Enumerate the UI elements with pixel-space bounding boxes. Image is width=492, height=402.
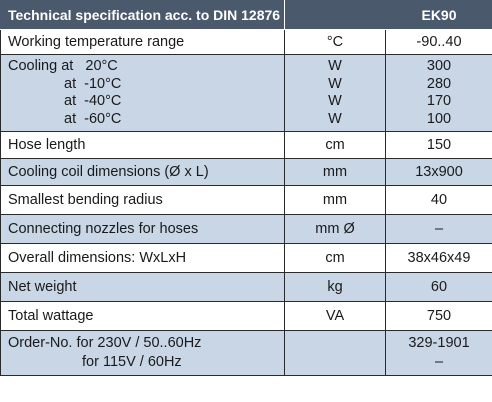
table-title: Technical specification acc. to DIN 1287…	[0, 0, 285, 30]
table-row: Hose length cm 150	[0, 131, 492, 159]
cooling-label-3: at -40°C	[64, 93, 122, 109]
cooling-value-1: 300	[426, 58, 452, 74]
coil-dims-value: 13x900	[385, 158, 492, 186]
cooling-label-2: at -10°C	[64, 75, 122, 92]
nozzles-label: Connecting nozzles for hoses	[0, 214, 285, 244]
order-label-1: Order-No. for 230V / 50..60Hz	[8, 335, 202, 351]
table-row: Total wattage VA 750	[0, 301, 492, 331]
table-row: Cooling coil dimensions (Ø x L) mm 13x90…	[0, 158, 492, 186]
nozzles-value: –	[385, 214, 492, 244]
table-row: Connecting nozzles for hoses mm Ø –	[0, 214, 492, 244]
bending-radius-label: Smallest bending radius	[0, 185, 285, 215]
cooling-unit-3: W	[328, 93, 342, 109]
order-values: 329-1901 –	[385, 330, 492, 376]
hose-length-value: 150	[385, 131, 492, 159]
cooling-value-2: 280	[426, 75, 452, 92]
table-header-row: Technical specification acc. to DIN 1287…	[0, 0, 492, 30]
unit-header	[284, 0, 386, 30]
model-header: EK90	[385, 0, 492, 30]
order-label-2: for 115V / 60Hz	[82, 354, 182, 370]
table-row: Net weight kg 60	[0, 272, 492, 302]
cooling-units: W W W W	[284, 54, 386, 132]
order-labels: Order-No. for 230V / 50..60Hz for 115V /…	[0, 330, 285, 376]
wattage-label: Total wattage	[0, 301, 285, 331]
hose-length-label: Hose length	[0, 131, 285, 159]
hose-length-unit: cm	[284, 131, 386, 159]
table-row: Working temperature range °C -90..40	[0, 29, 492, 55]
order-unit	[284, 330, 386, 376]
order-value-1: 329-1901	[408, 335, 470, 351]
bending-radius-unit: mm	[284, 185, 386, 215]
net-weight-value: 60	[385, 272, 492, 302]
nozzles-unit: mm Ø	[284, 214, 386, 244]
working-temp-unit: °C	[284, 29, 386, 55]
coil-dims-unit: mm	[284, 158, 386, 186]
cooling-unit-1: W	[328, 58, 342, 74]
table-row: Order-No. for 230V / 50..60Hz for 115V /…	[0, 330, 492, 376]
cooling-values: 300 280 170 100	[385, 54, 492, 132]
cooling-unit-2: W	[328, 75, 342, 92]
working-temp-label: Working temperature range	[0, 29, 285, 55]
spec-table: Technical specification acc. to DIN 1287…	[0, 0, 492, 376]
cooling-label-1: Cooling at 20°C	[8, 58, 118, 74]
cooling-value-4: 100	[426, 110, 452, 127]
cooling-value-3: 170	[426, 93, 452, 109]
table-row: Overall dimensions: WxLxH cm 38x46x49	[0, 243, 492, 273]
bending-radius-value: 40	[385, 185, 492, 215]
wattage-unit: VA	[284, 301, 386, 331]
cooling-label-4: at -60°C	[64, 110, 122, 127]
overall-dims-label: Overall dimensions: WxLxH	[0, 243, 285, 273]
overall-dims-value: 38x46x49	[385, 243, 492, 273]
net-weight-label: Net weight	[0, 272, 285, 302]
coil-dims-label: Cooling coil dimensions (Ø x L)	[0, 158, 285, 186]
working-temp-value: -90..40	[385, 29, 492, 55]
cooling-labels: Cooling at 20°C at -10°C at -40°C at -60…	[0, 54, 285, 132]
net-weight-unit: kg	[284, 272, 386, 302]
table-row: Cooling at 20°C at -10°C at -40°C at -60…	[0, 54, 492, 132]
overall-dims-unit: cm	[284, 243, 386, 273]
cooling-unit-4: W	[328, 110, 342, 127]
wattage-value: 750	[385, 301, 492, 331]
order-value-2: –	[434, 354, 444, 370]
table-row: Smallest bending radius mm 40	[0, 185, 492, 215]
